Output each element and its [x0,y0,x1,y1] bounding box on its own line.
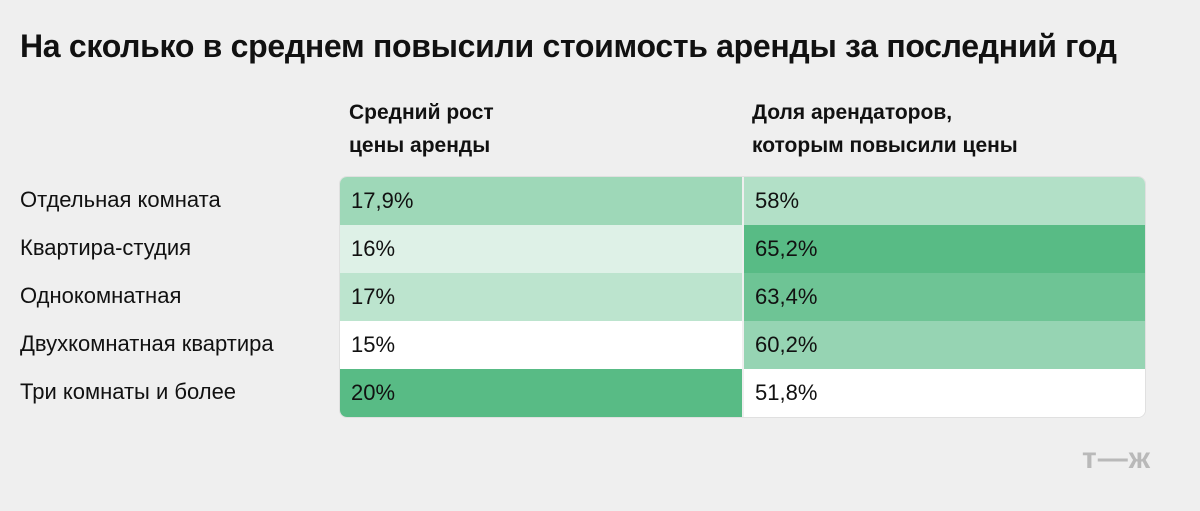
row-label: Квартира-студия [20,235,192,260]
heatmap-cell: 63,4% [744,273,1145,321]
row-label: Двухкомнатная квартира [20,331,274,356]
heatmap-cell: 17,9% [340,177,742,225]
column-header-tenant-share: Доля арендаторов, которым повысили цены [752,96,1018,162]
heatmap-cell: 17% [340,273,742,321]
chart-title: На сколько в среднем повысили стоимость … [20,28,1117,64]
column-header-avg-growth: Средний рост цены аренды [349,96,494,162]
heatmap-cell: 20% [340,369,742,417]
column-header-line: Доля арендаторов, [752,101,953,124]
column-header-line: Средний рост [349,101,494,124]
heatmap-cell: 16% [340,225,742,273]
heatmap-cell: 65,2% [744,225,1145,273]
heatmap-cell: 58% [744,177,1145,225]
heatmap-cell: 15% [340,321,742,369]
heatmap-table: 17,9% 58% 16% 65,2% 17% 63,4% 15% 60,2% 20% 51,8% [339,176,1146,418]
column-divider [742,177,744,417]
column-header-line: которым повысили цены [752,134,1018,157]
heatmap-cell: 60,2% [744,321,1145,369]
row-label: Три комнаты и более [20,379,237,404]
row-label: Однокомнатная [20,283,182,308]
column-header-line: цены аренды [349,134,491,157]
brand-logo: т—ж [1082,442,1151,475]
row-label: Отдельная комната [20,187,221,212]
heatmap-cell: 51,8% [744,369,1145,417]
